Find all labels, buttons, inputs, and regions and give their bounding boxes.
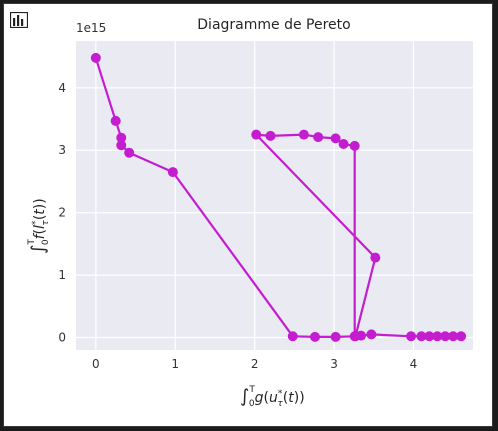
x-tick-label: 1	[171, 357, 179, 371]
data-point	[288, 331, 298, 341]
x-axis-label: ∫T 0g(u* τ(t))	[240, 385, 305, 409]
data-point	[370, 253, 380, 263]
data-point	[111, 116, 121, 126]
data-point	[331, 332, 341, 342]
y-tick-label: 3	[58, 143, 66, 157]
y-tick-label: 1	[58, 268, 66, 282]
y-tick-label: 4	[58, 81, 66, 95]
svg-text:∫T0f(l*τ(t)): ∫T 0f(l*τ(t))	[27, 198, 51, 254]
x-tick-label: 2	[251, 357, 259, 371]
data-point	[406, 331, 416, 341]
data-point	[251, 130, 261, 140]
y-axis-label: ∫T 0f(l*τ(t))	[27, 198, 51, 254]
data-point	[310, 332, 320, 342]
x-tick-label: 4	[410, 357, 418, 371]
chart-title: Diagramme de Pereto	[197, 17, 350, 33]
data-point	[313, 132, 323, 142]
data-point	[266, 131, 276, 141]
data-point	[339, 139, 349, 149]
data-point	[116, 140, 126, 150]
y-tick-labels: 0 1 2 3 4	[58, 81, 66, 345]
x-tick-labels: 0 1 2 3 4	[92, 357, 417, 371]
data-point	[456, 331, 466, 341]
data-point	[356, 331, 366, 341]
y-tick-label: 2	[58, 206, 66, 220]
data-point	[124, 148, 134, 158]
data-point	[366, 329, 376, 339]
pareto-chart: 0 1 2 3 4 0 1 2 3 4 Diagramme de Pereto 1e15 ∫T 0…	[4, 4, 492, 426]
x-tick-label: 3	[330, 357, 338, 371]
data-point	[91, 53, 101, 63]
y-offset-text: 1e15	[76, 21, 106, 35]
data-point	[168, 167, 178, 177]
x-tick-label: 0	[92, 357, 100, 371]
data-point	[299, 130, 309, 140]
svg-text:∫T0g(u*τ(t)): ∫T 0g(u* τ(t))	[240, 385, 305, 409]
data-point	[350, 141, 360, 151]
figure-panel: 0 1 2 3 4 0 1 2 3 4 Diagramme de Pereto 1e15 ∫T 0…	[3, 3, 493, 427]
y-tick-label: 0	[58, 331, 66, 345]
